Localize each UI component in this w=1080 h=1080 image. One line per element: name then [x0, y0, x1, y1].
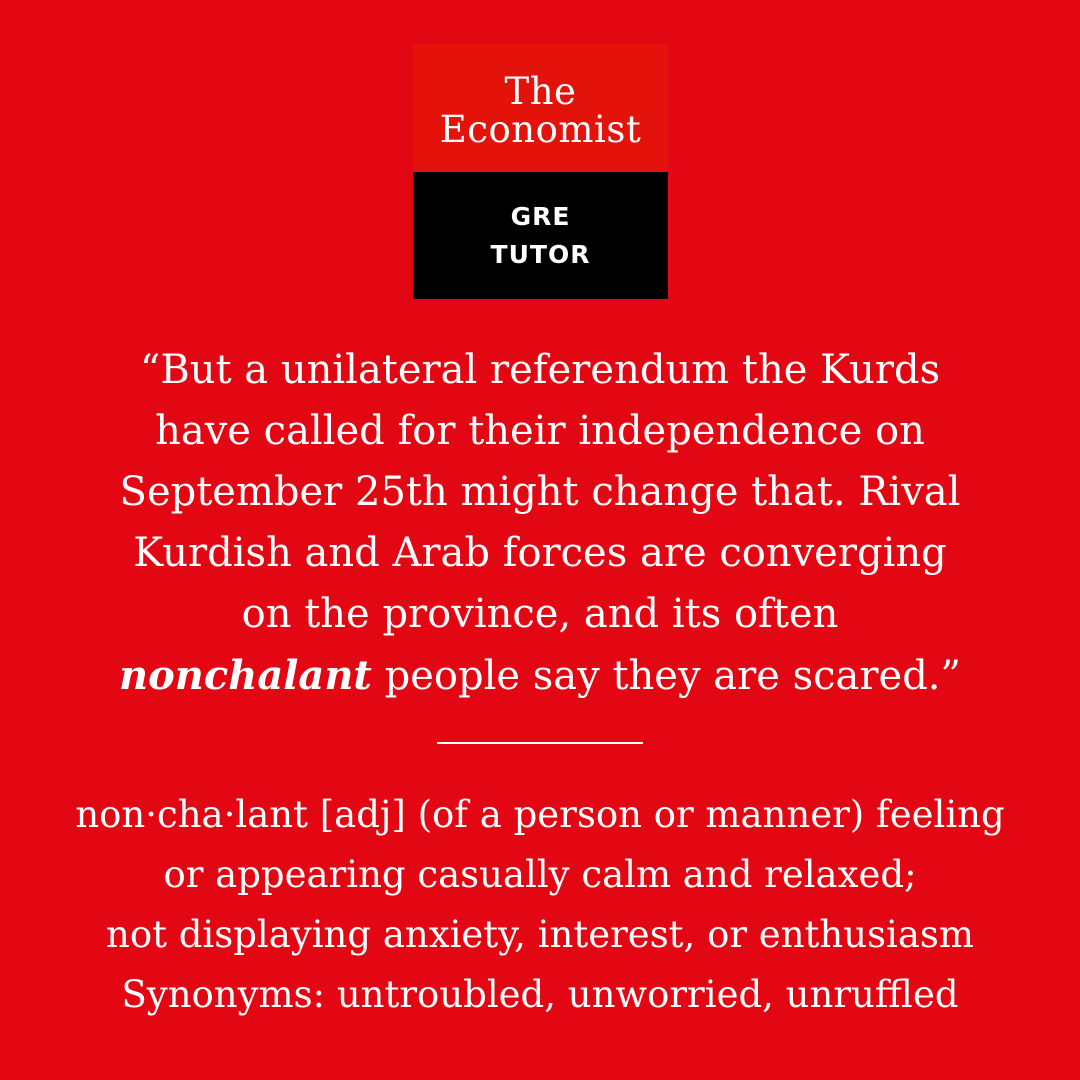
- logo-line-economist: Economist: [439, 108, 642, 151]
- divider-line: [437, 742, 643, 744]
- quote-line: September 25th might change that. Rival: [119, 469, 961, 515]
- economist-logo: The Economist GRE TUTOR: [413, 44, 668, 299]
- definition-line: or appearing casually calm and relaxed;: [163, 853, 917, 896]
- quote-line: Kurdish and Arab forces are converging: [133, 530, 947, 576]
- logo-subtitle-gre: GRE: [510, 201, 571, 231]
- synonyms-line: Synonyms: untroubled, unworried, unruffl…: [121, 973, 959, 1016]
- logo-line-the: The: [504, 70, 577, 113]
- definition-line: not displaying anxiety, interest, or ent…: [105, 913, 975, 956]
- definition-line: non·cha·lant [adj] (of a person or manne…: [75, 793, 1005, 836]
- logo-masthead: The Economist: [413, 44, 668, 172]
- quote-line: have called for their independence on: [155, 408, 925, 454]
- highlighted-word: nonchalant: [119, 652, 372, 699]
- logo-subtitle-box: GRE TUTOR: [413, 172, 668, 299]
- quote-text: “But a unilateral referendum the Kurds h…: [90, 340, 990, 707]
- logo-subtitle-tutor: TUTOR: [490, 239, 591, 269]
- quote-line: “But a unilateral referendum the Kurds: [139, 347, 941, 393]
- definition-text: non·cha·lant [adj] (of a person or manne…: [40, 785, 1040, 1025]
- quote-line: on the province, and its often: [241, 591, 839, 637]
- quote-line-rest: people say they are scared.”: [371, 653, 961, 699]
- quote-line-final: nonchalant people say they are scared.”: [90, 645, 990, 707]
